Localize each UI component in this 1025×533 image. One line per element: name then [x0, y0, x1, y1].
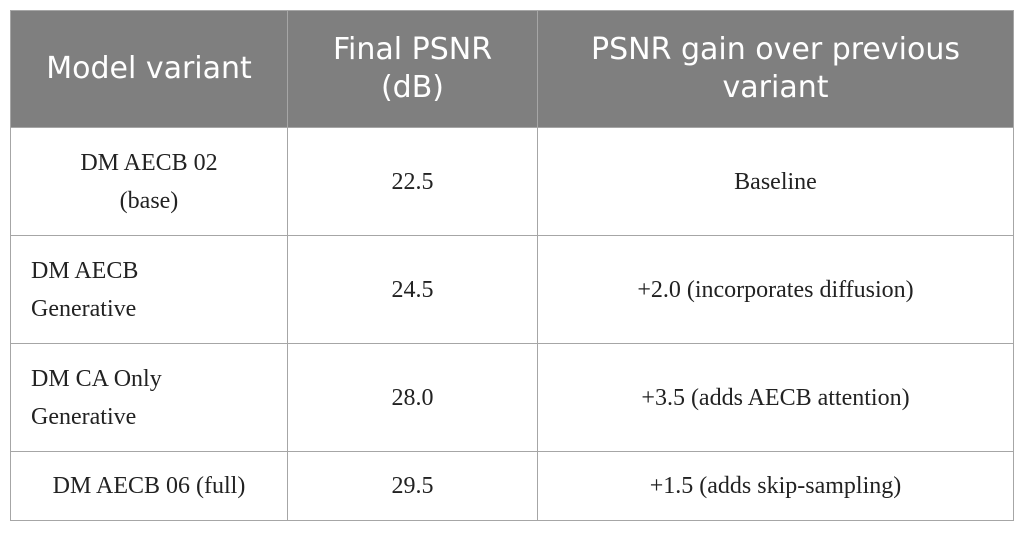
cell-text: DM AECB 02 (base)	[80, 149, 218, 214]
cell: +3.5 (adds AECB attention)	[537, 343, 1014, 452]
table-header: Model variant Final PSNR (dB) PSNR gain …	[10, 10, 1014, 128]
cell: Baseline	[537, 127, 1014, 236]
header-cell: PSNR gain over previous variant	[537, 10, 1014, 128]
cell: 29.5	[287, 451, 538, 521]
cell: 22.5	[287, 127, 538, 236]
cell-text: DM AECB Generative	[31, 257, 139, 322]
cell: 28.0	[287, 343, 538, 452]
table-row: DM AECB 06 (full) 29.5 +1.5 (adds skip-s…	[10, 451, 1014, 521]
cell: DM AECB Generative	[10, 235, 288, 344]
table-row: DM AECB 02 (base) 22.5 Baseline	[10, 127, 1014, 236]
cell: DM AECB 02 (base)	[10, 127, 288, 236]
cell: DM AECB 06 (full)	[10, 451, 288, 521]
cell-text: DM CA Only Generative	[31, 365, 162, 430]
header-row: Model variant Final PSNR (dB) PSNR gain …	[10, 10, 1014, 128]
table-row: DM CA Only Generative 28.0 +3.5 (adds AE…	[10, 343, 1014, 452]
cell: +2.0 (incorporates diffusion)	[537, 235, 1014, 344]
header-cell: Model variant	[10, 10, 288, 128]
cell: +1.5 (adds skip-sampling)	[537, 451, 1014, 521]
header-cell: Final PSNR (dB)	[287, 10, 538, 128]
cell: 24.5	[287, 235, 538, 344]
results-table: Model variant Final PSNR (dB) PSNR gain …	[10, 10, 1014, 521]
cell: DM CA Only Generative	[10, 343, 288, 452]
table-row: DM AECB Generative 24.5 +2.0 (incorporat…	[10, 235, 1014, 344]
table-body: DM AECB 02 (base) 22.5 Baseline DM AECB …	[10, 127, 1014, 521]
